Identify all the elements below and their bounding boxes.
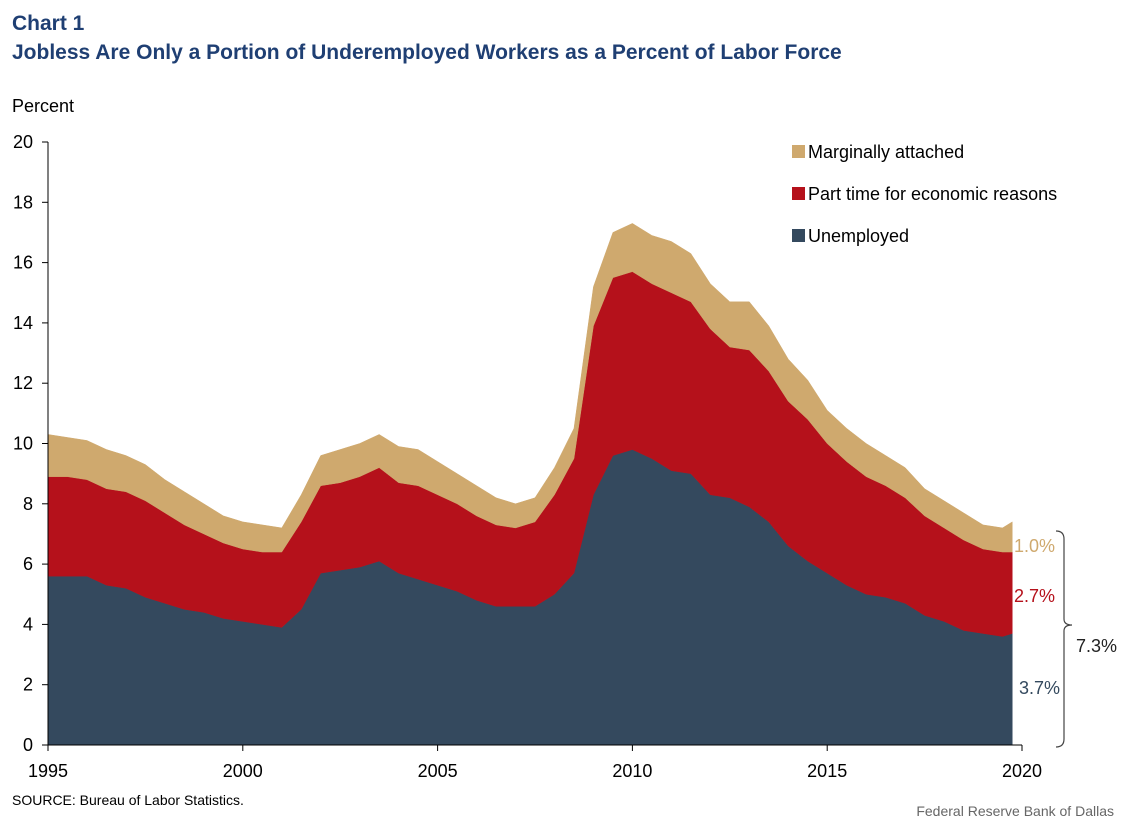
y-axis-label: Percent	[12, 96, 75, 116]
y-tick-label: 16	[13, 253, 33, 273]
y-tick-label: 10	[13, 434, 33, 454]
chart-title: Chart 1	[12, 12, 85, 35]
legend: Marginally attached Part time for economi…	[792, 142, 1057, 246]
y-tick-label: 0	[23, 735, 33, 755]
x-tick-label: 2010	[612, 761, 652, 781]
y-tick-label: 6	[23, 554, 33, 574]
source-note: SOURCE: Bureau of Labor Statistics.	[12, 792, 244, 808]
legend-swatch	[792, 187, 805, 200]
area-layers	[47, 223, 1013, 746]
parttime-end-label: 2.7%	[1014, 586, 1055, 606]
y-tick-label: 8	[23, 494, 33, 514]
total-brace	[1055, 530, 1073, 748]
legend-label: Unemployed	[808, 226, 909, 246]
marginal-end-label: 1.0%	[1014, 536, 1055, 556]
y-tick-label: 14	[13, 313, 33, 333]
chart-subtitle: Jobless Are Only a Portion of Underemplo…	[12, 41, 842, 64]
legend-swatch	[792, 145, 805, 158]
axes: 0 2 4 6 8 10 12 14 16 18 20 1995 2000 2005 2010 2015 202…	[13, 132, 1042, 781]
total-end-label: 7.3%	[1076, 636, 1117, 656]
legend-swatch	[792, 229, 805, 242]
x-tick-label: 1995	[28, 761, 68, 781]
area-marginally-attached	[47, 223, 1013, 553]
x-tick-label: 2015	[807, 761, 847, 781]
y-tick-label: 12	[13, 373, 33, 393]
x-tick-label: 2005	[418, 761, 458, 781]
x-tick-label: 2000	[223, 761, 263, 781]
legend-label: Marginally attached	[808, 142, 964, 162]
x-tick-label: 2020	[1002, 761, 1042, 781]
credit-note: Federal Reserve Bank of Dallas	[916, 803, 1114, 819]
y-tick-label: 4	[23, 614, 33, 634]
y-tick-label: 2	[23, 675, 33, 695]
end-value-labels: 1.0% 2.7% 3.7% 7.3%	[1014, 530, 1117, 748]
legend-label: Part time for economic reasons	[808, 184, 1057, 204]
unemployed-end-label: 3.7%	[1019, 678, 1060, 698]
y-tick-label: 18	[13, 192, 33, 212]
y-tick-label: 20	[13, 132, 33, 152]
